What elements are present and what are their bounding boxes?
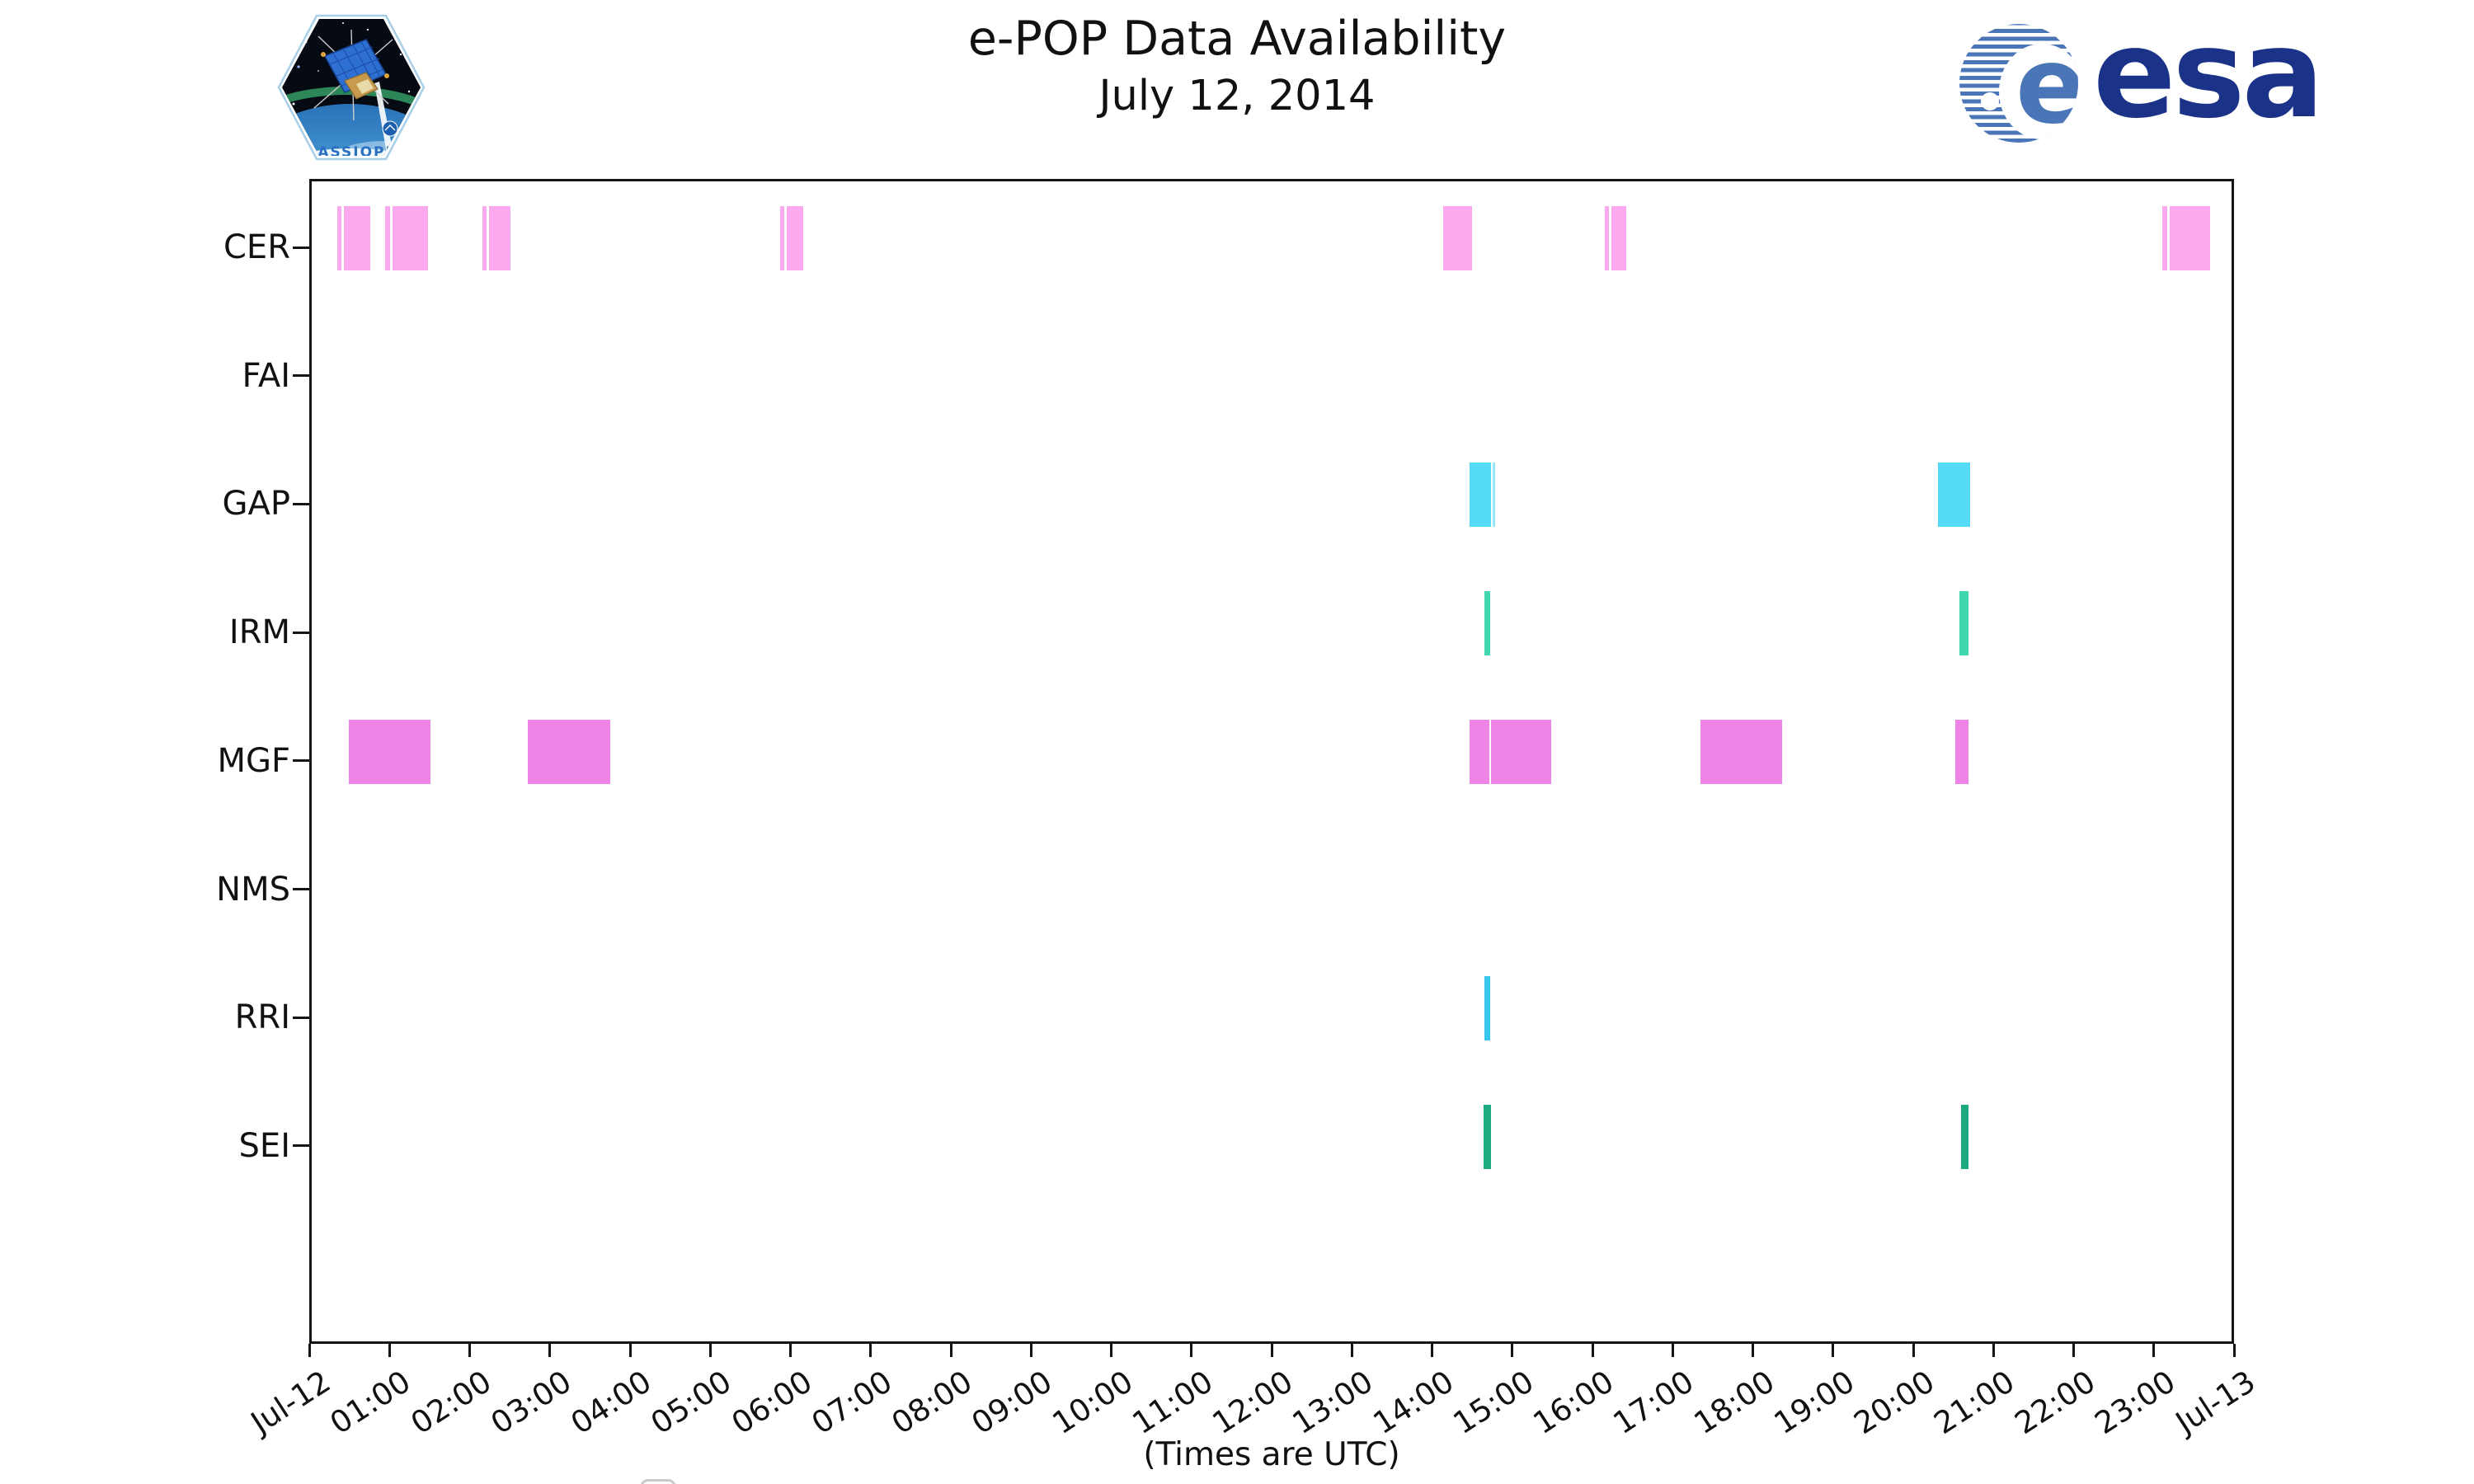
x-tick (2152, 1344, 2156, 1357)
availability-bar-mgf (1700, 719, 1782, 784)
patch-csa-badge (382, 120, 398, 137)
y-tick-label-cer: CER (223, 228, 290, 266)
availability-bar-gap (1938, 463, 1971, 528)
availability-bar-cer (488, 206, 511, 270)
x-tick (1110, 1344, 1112, 1357)
x-tick (1832, 1344, 1835, 1357)
esa-globe-icon: e (1959, 24, 2087, 148)
y-tick-label-gap: GAP (222, 485, 290, 524)
y-tick-label-fai: FAI (242, 356, 291, 395)
y-tick (293, 631, 309, 634)
y-tick-label-nms: NMS (216, 870, 290, 909)
chart-title-block: e-POP Data Availability July 12, 2014 (742, 8, 1732, 124)
availability-bar-sei (1483, 1104, 1491, 1169)
availability-bar-sei (1961, 1104, 1969, 1169)
patch-beam (374, 82, 394, 156)
availability-bar-rri (1484, 976, 1490, 1041)
availability-bar-cer (779, 206, 784, 270)
page-title: e-POP Data Availability (967, 12, 1507, 66)
x-tick (708, 1344, 712, 1357)
availability-bar-mgf (348, 719, 430, 784)
x-tick (949, 1344, 952, 1357)
x-tick (869, 1344, 872, 1357)
x-tick (1511, 1344, 1514, 1357)
x-tick (628, 1344, 632, 1357)
y-tick-label-mgf: MGF (217, 741, 290, 780)
y-tick (293, 246, 309, 249)
availability-bar-cer (343, 206, 370, 270)
x-tick (1671, 1344, 1674, 1357)
x-tick (2232, 1344, 2236, 1357)
x-tick (789, 1344, 792, 1357)
x-tick (1752, 1344, 1754, 1357)
availability-bar-mgf (1954, 719, 1969, 784)
y-tick (293, 1016, 309, 1019)
availability-bar-gap (1492, 463, 1496, 528)
x-tick (1912, 1344, 1915, 1357)
x-axis-label: (Times are UTC) (1143, 1436, 1400, 1473)
y-tick-label-irm: IRM (228, 613, 290, 652)
availability-bar-cer (482, 206, 487, 270)
patch-satellite (313, 29, 393, 121)
availability-bar-cer (337, 206, 341, 270)
x-tick (1190, 1344, 1193, 1357)
availability-bar-irm (1959, 591, 1969, 656)
availability-bar-mgf (1490, 719, 1552, 784)
availability-bar-gap (1470, 463, 1491, 528)
x-tick (1992, 1344, 1995, 1357)
cassiope-mission-patch: CASSIOPE (277, 14, 426, 161)
x-tick (1270, 1344, 1273, 1357)
y-tick-label-rri: RRI (234, 998, 290, 1037)
y-tick (293, 759, 309, 763)
availability-bar-cer (2161, 206, 2168, 270)
plot-area (309, 179, 2234, 1484)
x-tick (388, 1344, 391, 1357)
availability-bar-cer (1443, 206, 1473, 270)
y-tick (293, 502, 309, 505)
x-tick (548, 1344, 552, 1357)
x-tick (1591, 1344, 1594, 1357)
availability-bar-mgf (527, 719, 610, 784)
availability-bar-cer (393, 206, 428, 270)
x-tick (1431, 1344, 1433, 1357)
availability-bar-cer (786, 206, 804, 270)
y-tick (293, 888, 309, 891)
x-tick (468, 1344, 471, 1357)
patch-cassiope-label: CASSIOPE (306, 144, 397, 161)
x-tick (2072, 1344, 2075, 1357)
esa-logo: e esa (1953, 3, 2324, 162)
y-tick-label-sei: SEI (238, 1126, 290, 1165)
x-tick (308, 1344, 311, 1357)
availability-bar-cer (1611, 206, 1626, 270)
y-tick (293, 374, 309, 378)
y-tick (293, 1144, 309, 1148)
availability-bar-cer (385, 206, 391, 270)
x-tick (1350, 1344, 1353, 1357)
availability-bar-mgf (1470, 719, 1489, 784)
esa-wordmark: esa (2093, 3, 2324, 145)
availability-bar-cer (2170, 206, 2210, 270)
availability-bar-irm (1484, 591, 1490, 656)
availability-bar-cer (1604, 206, 1610, 270)
x-tick (1029, 1344, 1032, 1357)
svg-text:e: e (2015, 25, 2087, 148)
page-subtitle: July 12, 2014 (1098, 72, 1376, 120)
